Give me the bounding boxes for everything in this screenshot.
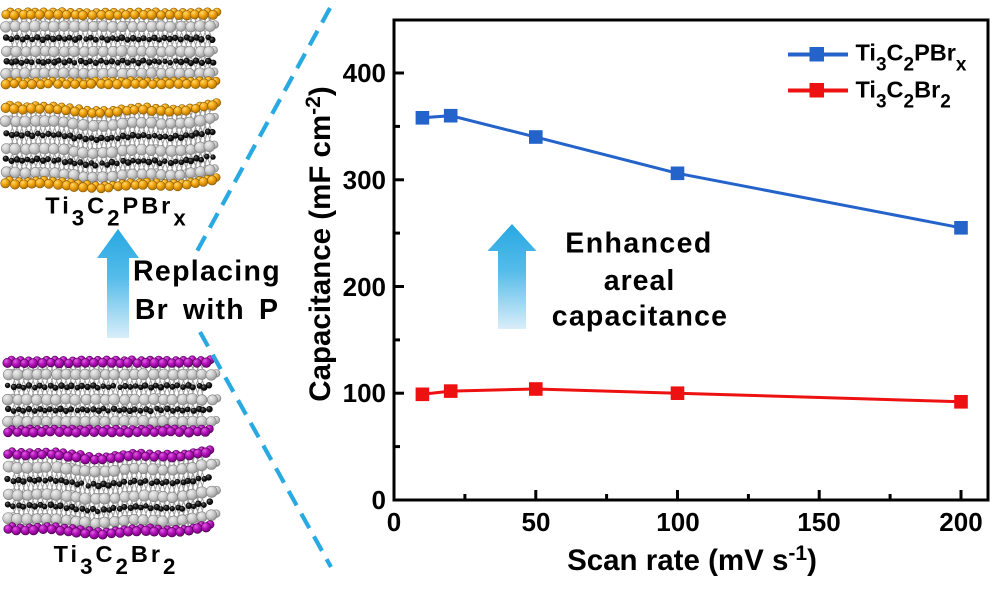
svg-text:150: 150 bbox=[797, 507, 840, 537]
svg-text:Replacing: Replacing bbox=[133, 256, 281, 288]
svg-text:200: 200 bbox=[343, 272, 386, 302]
svg-text:100: 100 bbox=[656, 507, 699, 537]
svg-text:300: 300 bbox=[343, 165, 386, 195]
svg-text:400: 400 bbox=[343, 58, 386, 88]
svg-text:200: 200 bbox=[939, 507, 982, 537]
svg-text:0: 0 bbox=[387, 507, 401, 537]
svg-text:Scan rate (mV s-1): Scan rate (mV s-1) bbox=[567, 542, 817, 578]
svg-text:0: 0 bbox=[372, 485, 386, 515]
svg-text:Br with P: Br with P bbox=[135, 294, 279, 326]
svg-text:50: 50 bbox=[522, 507, 551, 537]
svg-text:100: 100 bbox=[343, 378, 386, 408]
svg-text:areal: areal bbox=[604, 265, 676, 297]
svg-text:capacitance: capacitance bbox=[552, 301, 728, 333]
svg-text:Capacitance (mF cm-2): Capacitance (mF cm-2) bbox=[302, 86, 338, 401]
svg-text:Enhanced: Enhanced bbox=[565, 228, 712, 260]
